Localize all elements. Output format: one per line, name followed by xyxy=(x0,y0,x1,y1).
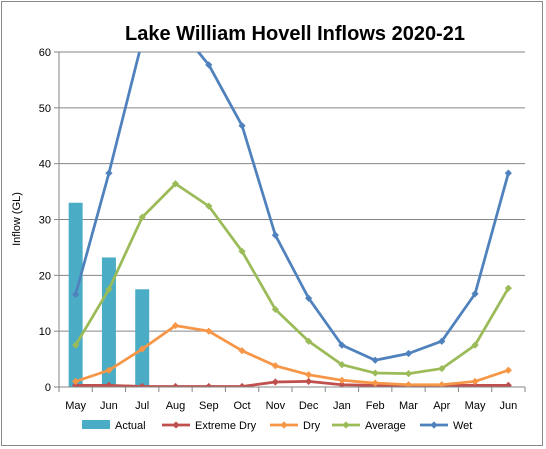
point-extreme-dry xyxy=(171,382,180,387)
point-dry xyxy=(105,366,113,374)
point-wet xyxy=(471,290,479,298)
point-dry xyxy=(271,362,279,370)
legend-marker xyxy=(172,421,180,429)
point-wet xyxy=(504,169,512,177)
x-tick-label: Jan xyxy=(333,400,351,412)
point-average xyxy=(271,305,279,313)
legend: Actual Extreme Dry Dry Average Wet xyxy=(82,420,472,432)
legend-label: Wet xyxy=(453,420,472,432)
point-wet xyxy=(105,169,113,177)
y-tick-label: 60 xyxy=(39,47,51,59)
point-average xyxy=(504,284,512,292)
point-average xyxy=(238,247,246,255)
point-average xyxy=(305,337,313,345)
x-tick-label: Jul xyxy=(135,400,149,412)
point-dry xyxy=(371,379,379,387)
point-wet xyxy=(404,349,413,358)
x-tick-label: Aug xyxy=(166,400,186,412)
x-tick-label: Mar xyxy=(399,400,418,412)
point-extreme-dry xyxy=(338,381,346,387)
legend-marker xyxy=(280,421,288,429)
point-average xyxy=(438,364,446,373)
point-extreme-dry xyxy=(138,382,146,387)
x-tick-label: May xyxy=(465,400,486,412)
legend-label: Actual xyxy=(115,420,146,432)
point-average xyxy=(171,180,180,188)
point-dry xyxy=(238,347,246,355)
axis-layer: 0 10 20 30 40 50 60 May Jun Jul Aug Sep Oct Nov Dec Jan… xyxy=(39,47,526,412)
legend-label: Average xyxy=(365,420,406,432)
point-dry xyxy=(138,345,146,353)
point-wet xyxy=(438,337,446,345)
point-wet xyxy=(238,122,246,130)
point-dry xyxy=(171,321,180,330)
point-dry xyxy=(338,376,346,384)
point-wet xyxy=(305,294,313,302)
point-wet xyxy=(371,356,379,364)
point-wet xyxy=(72,290,80,298)
y-tick-label: 10 xyxy=(39,326,51,338)
point-wet xyxy=(205,61,213,69)
plot-layer xyxy=(68,52,512,387)
x-tick-label: Nov xyxy=(266,400,286,412)
legend-label: Extreme Dry xyxy=(195,420,257,432)
point-average xyxy=(338,361,346,369)
legend-marker xyxy=(342,421,350,429)
y-tick-label: 30 xyxy=(39,215,51,227)
point-extreme-dry xyxy=(205,382,213,387)
bar-actual xyxy=(135,289,150,387)
point-dry xyxy=(305,371,313,379)
point-dry xyxy=(504,366,512,374)
point-dry xyxy=(404,381,413,387)
y-tick-label: 40 xyxy=(39,159,51,171)
point-average xyxy=(105,285,113,293)
point-average xyxy=(404,370,413,378)
y-axis-title: Inflow (GL) xyxy=(11,192,23,246)
point-extreme-dry xyxy=(271,378,279,386)
x-tick-label: Jun xyxy=(499,400,517,412)
x-tick-label: Oct xyxy=(234,400,251,412)
y-tick-label: 0 xyxy=(45,382,51,394)
legend-label: Dry xyxy=(303,420,321,432)
point-dry xyxy=(205,327,213,335)
point-extreme-dry xyxy=(305,377,313,386)
legend-swatch xyxy=(82,420,110,429)
x-tick-label: Jun xyxy=(100,400,118,412)
y-tick-label: 50 xyxy=(39,103,51,115)
y-tick-label: 20 xyxy=(39,270,51,282)
point-average xyxy=(371,369,379,377)
point-extreme-dry xyxy=(504,381,512,387)
point-average xyxy=(138,213,146,221)
point-wet xyxy=(338,341,346,349)
point-dry xyxy=(438,381,446,387)
point-extreme-dry xyxy=(105,381,113,387)
point-average xyxy=(72,341,80,349)
chart-title: Lake William Hovell Inflows 2020-21 xyxy=(125,23,465,45)
x-tick-label: Feb xyxy=(366,400,385,412)
series-line-wet xyxy=(74,52,510,362)
bar-actual xyxy=(101,257,116,387)
series-line-dry xyxy=(75,324,509,387)
point-dry xyxy=(471,377,479,386)
x-tick-label: Sep xyxy=(199,400,219,412)
point-average xyxy=(205,202,213,210)
point-average xyxy=(471,341,479,349)
series-line-average xyxy=(74,182,510,375)
point-extreme-dry xyxy=(238,382,246,387)
x-tick-label: Dec xyxy=(299,400,319,412)
point-dry xyxy=(72,377,80,386)
x-tick-label: Apr xyxy=(433,400,450,412)
x-tick-label: May xyxy=(65,400,86,412)
legend-marker xyxy=(430,421,438,429)
point-wet xyxy=(271,231,279,239)
